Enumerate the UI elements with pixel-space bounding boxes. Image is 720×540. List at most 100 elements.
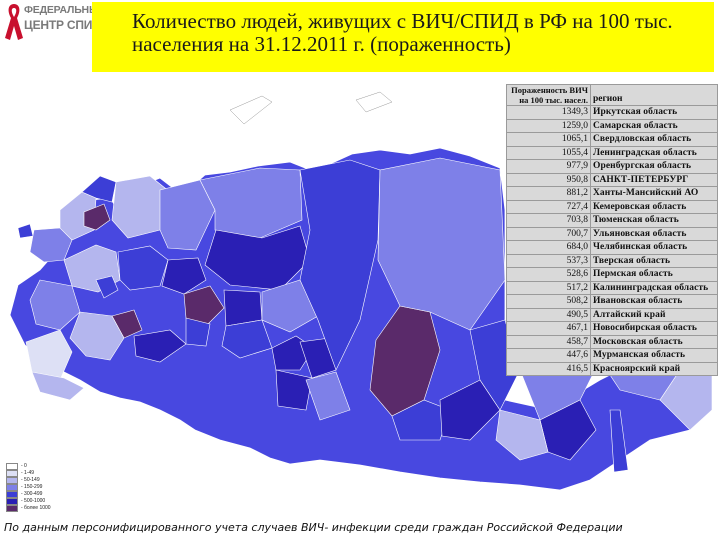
region-name: Московская область: [589, 334, 719, 349]
region-zabaikalsky: [439, 379, 501, 441]
region-name: Иркутская область: [589, 105, 719, 120]
prevalence-value: 1065,1: [506, 132, 591, 147]
legend-label: - 50-149: [21, 477, 40, 483]
prevalence-value: 537,3: [506, 253, 591, 268]
table-row: 1065,1 Свердловская область: [506, 132, 719, 147]
region-name: Ленинградская область: [589, 145, 719, 160]
region-name: Тверская область: [589, 253, 719, 268]
region-leningrad: [83, 203, 111, 231]
prevalence-value: 684,0: [506, 240, 591, 255]
prevalence-value: 528,6: [506, 267, 591, 282]
region-name: Алтайский край: [589, 307, 719, 322]
legend-swatch: [6, 491, 18, 498]
region-name: Свердловская область: [589, 132, 719, 147]
federal-aids-center-logo: ФЕДЕРАЛЬНЫЙ ЦЕНТР СПИД: [0, 0, 107, 52]
prevalence-value: 517,2: [506, 280, 591, 295]
region-krasnoyarsk: [299, 159, 381, 371]
legend-label: - более 1000: [21, 505, 51, 511]
table-row: 700,7 Ульяновская область: [506, 226, 719, 241]
table-row: 881,2 Ханты-Мансийский АО: [506, 186, 719, 201]
prevalence-value: 1055,4: [506, 145, 591, 160]
region-sakhalin: [609, 409, 629, 473]
red-ribbon-icon: [5, 4, 23, 40]
table-header-row: Пораженность ВИЧ на 100 тыс. насел. реги…: [506, 84, 719, 106]
legend-item: - 150-299: [6, 484, 51, 491]
table-row: 684,0 Челябинская область: [506, 240, 719, 255]
table-row: 537,3 Тверская область: [506, 253, 719, 268]
prevalence-table: Пораженность ВИЧ на 100 тыс. насел. реги…: [506, 84, 719, 376]
prevalence-value: 447,6: [506, 348, 591, 363]
prevalence-value: 977,9: [506, 159, 591, 174]
region-severnaya-zemlya: [355, 91, 393, 113]
legend-item: - 50-149: [6, 477, 51, 484]
region-omsk: [221, 319, 273, 359]
legend-item: - 1-49: [6, 470, 51, 477]
region-orenburg: [133, 329, 187, 363]
header-region: регион: [589, 84, 719, 106]
legend-swatch: [6, 484, 18, 491]
region-name: Челябинская область: [589, 240, 719, 255]
prevalence-value: 416,5: [506, 361, 591, 376]
table-row: 727,4 Кемеровская область: [506, 199, 719, 214]
region-name: Новосибирская область: [589, 321, 719, 336]
region-volga-south: [69, 311, 125, 361]
region-name: Калининградская область: [589, 280, 719, 295]
region-khanty-mansi: [204, 225, 311, 291]
header-prevalence: Пораженность ВИЧ на 100 тыс. насел.: [506, 84, 591, 106]
region-nenets-yamal: [199, 167, 303, 239]
region-novaya-zemlya: [229, 95, 273, 125]
region-caucasus: [31, 371, 85, 401]
region-name: Ивановская область: [589, 294, 719, 309]
prevalence-table-grid: Пораженность ВИЧ на 100 тыс. насел. реги…: [506, 84, 719, 376]
region-name: Мурманская область: [589, 348, 719, 363]
region-tomsk: [261, 279, 319, 333]
table-body: 1349,3 Иркутская область 1259,0 Самарская о…: [506, 105, 719, 376]
table-row: 508,2 Ивановская область: [506, 294, 719, 309]
table-row: 416,5 Красноярский край: [506, 361, 719, 376]
prevalence-value: 1259,0: [506, 118, 591, 133]
table-row: 1055,4 Ленинградская область: [506, 145, 719, 160]
logo-text-line1: ФЕДЕРАЛЬНЫЙ: [24, 4, 107, 16]
legend-swatch: [6, 463, 18, 470]
table-row: 490,5 Алтайский край: [506, 307, 719, 322]
table-row: 950,8 САНКТ-ПЕТЕРБУРГ: [506, 172, 719, 187]
table-row: 1259,0 Самарская область: [506, 118, 719, 133]
region-moscow: [95, 275, 119, 299]
prevalence-value: 727,4: [506, 199, 591, 214]
table-row: 458,7 Московская область: [506, 334, 719, 349]
region-name: Ханты-Мансийский АО: [589, 186, 719, 201]
region-name: Пермская область: [589, 267, 719, 282]
region-name: Красноярский край: [589, 361, 719, 376]
prevalence-value: 467,1: [506, 321, 591, 336]
table-row: 528,6 Пермская область: [506, 267, 719, 282]
prevalence-value: 1349,3: [506, 105, 591, 120]
slide-title: Количество людей, живущих с ВИЧ/СПИД в Р…: [92, 2, 714, 72]
prevalence-value: 881,2: [506, 186, 591, 201]
region-name: Ульяновская область: [589, 226, 719, 241]
region-tuva-khakassia: [305, 371, 351, 421]
footer-note: По данным персонифицированного учета слу…: [4, 521, 623, 534]
legend-label: - 0: [21, 463, 27, 469]
legend-item: - 300-499: [6, 491, 51, 498]
prevalence-value: 458,7: [506, 334, 591, 349]
region-jewish-ao: [495, 409, 549, 461]
region-name: Самарская область: [589, 118, 719, 133]
region-perm: [161, 257, 207, 295]
region-volga-north: [117, 245, 169, 291]
table-row: 467,1 Новосибирская область: [506, 321, 719, 336]
region-name: Оренбургская область: [589, 159, 719, 174]
region-murmansk: [81, 175, 117, 203]
region-tyumen: [223, 289, 263, 327]
table-row: 703,8 Тюменская область: [506, 213, 719, 228]
legend-label: - 1-49: [21, 470, 35, 476]
region-name: Кемеровская область: [589, 199, 719, 214]
legend-item: - 0: [6, 463, 51, 470]
legend-label: - 300-499: [21, 491, 43, 497]
legend-item: - более 1000: [6, 505, 51, 512]
region-south: [25, 329, 73, 381]
prevalence-value: 508,2: [506, 294, 591, 309]
region-kaliningrad: [17, 223, 34, 239]
legend-swatch: [6, 477, 18, 484]
legend-item: - 500-1000: [6, 498, 51, 505]
region-altai: [275, 369, 313, 411]
